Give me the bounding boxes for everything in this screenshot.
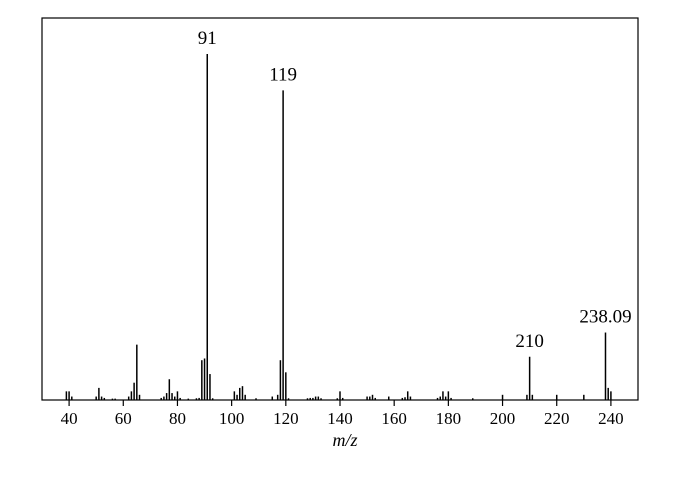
x-tick-label-6: 160	[381, 409, 407, 428]
x-axis-label: m/z	[332, 430, 357, 450]
plot-frame	[41, 17, 639, 401]
x-tick-label-7: 180	[436, 409, 462, 428]
peak-label-1: 119	[269, 64, 297, 85]
x-tick-label-4: 120	[273, 409, 299, 428]
x-tick-label-1: 60	[115, 409, 132, 428]
peak-label-2: 210	[515, 331, 544, 352]
x-tick-label-2: 80	[169, 409, 186, 428]
x-tick-label-8: 200	[490, 409, 516, 428]
peak-label-3: 238.09	[579, 307, 631, 328]
x-tick-label-10: 240	[598, 409, 624, 428]
x-axis-ticks: 40 60 80 100 120 140 160 180 200 220 240	[61, 400, 624, 428]
peaks-layer	[65, 54, 612, 400]
peak-annotations: 91 119 210 238.09	[198, 28, 632, 352]
x-tick-label-0: 40	[61, 409, 78, 428]
x-tick-label-5: 140	[327, 409, 353, 428]
peak-label-0: 91	[198, 28, 217, 49]
x-tick-label-9: 220	[544, 409, 570, 428]
x-tick-label-3: 100	[219, 409, 245, 428]
